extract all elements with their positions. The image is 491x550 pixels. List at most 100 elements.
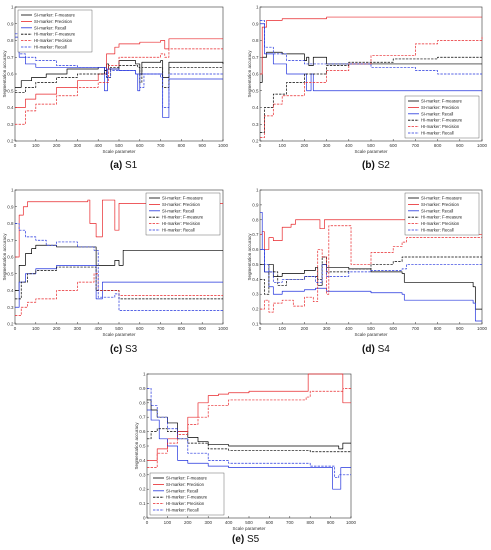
x-tick-label: 300 (74, 326, 82, 331)
legend-label: HI-marker: Precision (162, 221, 201, 226)
legend-label: HI-marker: Recall (34, 45, 67, 50)
legend-box (149, 472, 225, 516)
y-tick-label: 0.8 (7, 221, 14, 226)
y-tick-label: 0.6 (7, 72, 14, 77)
x-tick-label: 100 (278, 326, 286, 331)
y-tick-label: 1 (11, 188, 14, 193)
legend-label: HI-marker: F-measure (421, 215, 463, 220)
y-tick-label: 0.3 (7, 305, 14, 310)
x-tick-label: 900 (456, 143, 464, 148)
x-tick-label: 100 (32, 326, 40, 331)
x-axis-label: Scale parameter (354, 149, 388, 154)
x-tick-label: 0 (259, 143, 262, 148)
x-axis-label: Scale parameter (232, 526, 266, 531)
caption-s4: (d) S4 (362, 344, 390, 355)
y-tick-label: 0.3 (252, 122, 259, 127)
x-axis-label: Scale parameter (102, 149, 136, 154)
series-line (260, 35, 483, 138)
x-tick-label: 200 (301, 326, 309, 331)
y-tick-label: 0.8 (252, 217, 259, 222)
y-tick-label: 0.9 (7, 21, 14, 26)
x-tick-label: 1000 (477, 143, 488, 148)
y-tick-label: 1 (11, 5, 14, 10)
x-tick-label: 800 (434, 326, 442, 331)
y-tick-label: 0.3 (252, 292, 259, 297)
y-tick-label: 0.2 (139, 487, 146, 492)
caption-name: S3 (125, 344, 138, 355)
series-line (260, 51, 482, 83)
series-line (260, 249, 482, 283)
caption-name: S5 (247, 534, 260, 545)
x-tick-label: 200 (184, 520, 192, 525)
y-tick-label: 0.5 (252, 88, 259, 93)
y-tick-label: 0.5 (252, 262, 259, 267)
legend-label: SI-marker: Recall (34, 25, 66, 30)
caption-name: S2 (377, 160, 390, 171)
y-tick-label: 0.9 (252, 202, 259, 207)
y-tick-label: 0.9 (7, 204, 14, 209)
legend-label: SI-marker: Precision (166, 482, 205, 487)
chart-s5: 0 100 200 300 400 500 600 700 800 900 1000 0 0.1 0.2 0… (120, 364, 365, 536)
y-tick-label: 0.5 (139, 444, 146, 449)
x-tick-label: 700 (412, 326, 420, 331)
y-axis-label: Segmentation accuracy (247, 233, 252, 281)
series-line (260, 20, 482, 75)
legend-label: SI-marker: Recall (162, 208, 194, 213)
y-tick-label: 0.7 (7, 238, 14, 243)
x-tick-label: 700 (157, 143, 165, 148)
legend-label: HI-marker: F-measure (162, 215, 204, 220)
x-tick-label: 0 (146, 520, 149, 525)
x-tick-label: 200 (301, 143, 309, 148)
caption-s5: (e) S5 (232, 534, 259, 545)
x-tick-label: 400 (345, 326, 353, 331)
chart-s1-svg: 0 100 200 300 400 500 600 700 800 900 1000 0.2 0.3 0.… (2, 5, 229, 155)
y-axis-label: Segmentation accuracy (2, 50, 7, 98)
x-axis-label: Scale parameter (354, 332, 388, 337)
legend-label: HI-marker: F-measure (34, 32, 76, 37)
x-tick-label: 500 (115, 143, 123, 148)
legend-label: HI-marker: F-measure (166, 495, 208, 500)
x-tick-label: 900 (456, 326, 464, 331)
series-line (15, 199, 223, 258)
legend-label: HI-marker: Precision (34, 38, 73, 43)
legend-label: SI-marker: Recall (421, 208, 453, 213)
x-tick-label: 1000 (218, 326, 229, 331)
x-tick-label: 200 (53, 143, 61, 148)
legend-label: HI-marker: Recall (162, 228, 195, 233)
legend-label: HI-marker: Precision (421, 221, 460, 226)
x-tick-label: 1000 (346, 520, 357, 525)
y-tick-label: 0.7 (139, 415, 146, 420)
x-tick-label: 900 (327, 520, 335, 525)
caption-letter: (a) (110, 160, 123, 171)
y-axis-label: Segmentation accuracy (134, 422, 139, 470)
y-tick-label: 0.1 (139, 501, 146, 506)
chart-s2-svg: 0 100 200 300 400 500 600 700 800 900 1000 0.2 0.3 0.… (247, 5, 488, 155)
y-tick-label: 0.5 (7, 88, 14, 93)
series-line (15, 65, 223, 93)
y-tick-label: 0.3 (7, 122, 14, 127)
chart-s4-svg: 0 100 200 300 400 500 600 700 800 900 1000 0.1 0.2 0.… (247, 188, 488, 338)
x-tick-label: 600 (389, 326, 397, 331)
caption-letter: (d) (362, 344, 375, 355)
y-tick-label: 0.7 (252, 55, 259, 60)
legend-label: HI-marker: Precision (421, 124, 460, 129)
caption-letter: (b) (362, 160, 375, 171)
x-tick-label: 600 (136, 143, 144, 148)
x-tick-label: 800 (178, 326, 186, 331)
x-tick-label: 900 (198, 326, 206, 331)
y-tick-label: 0.5 (7, 271, 14, 276)
legend-box (145, 192, 221, 236)
y-tick-label: 0.6 (252, 247, 259, 252)
caption-letter: (c) (110, 344, 123, 355)
x-tick-label: 600 (136, 326, 144, 331)
x-tick-label: 1000 (218, 143, 229, 148)
x-tick-label: 300 (74, 143, 82, 148)
y-tick-label: 0.3 (139, 472, 146, 477)
x-tick-label: 600 (389, 143, 397, 148)
series-line (147, 373, 351, 461)
series-line (147, 388, 351, 468)
series-line (15, 48, 223, 125)
y-tick-label: 0.1 (252, 322, 259, 327)
x-tick-label: 400 (345, 143, 353, 148)
series-line (15, 244, 223, 291)
